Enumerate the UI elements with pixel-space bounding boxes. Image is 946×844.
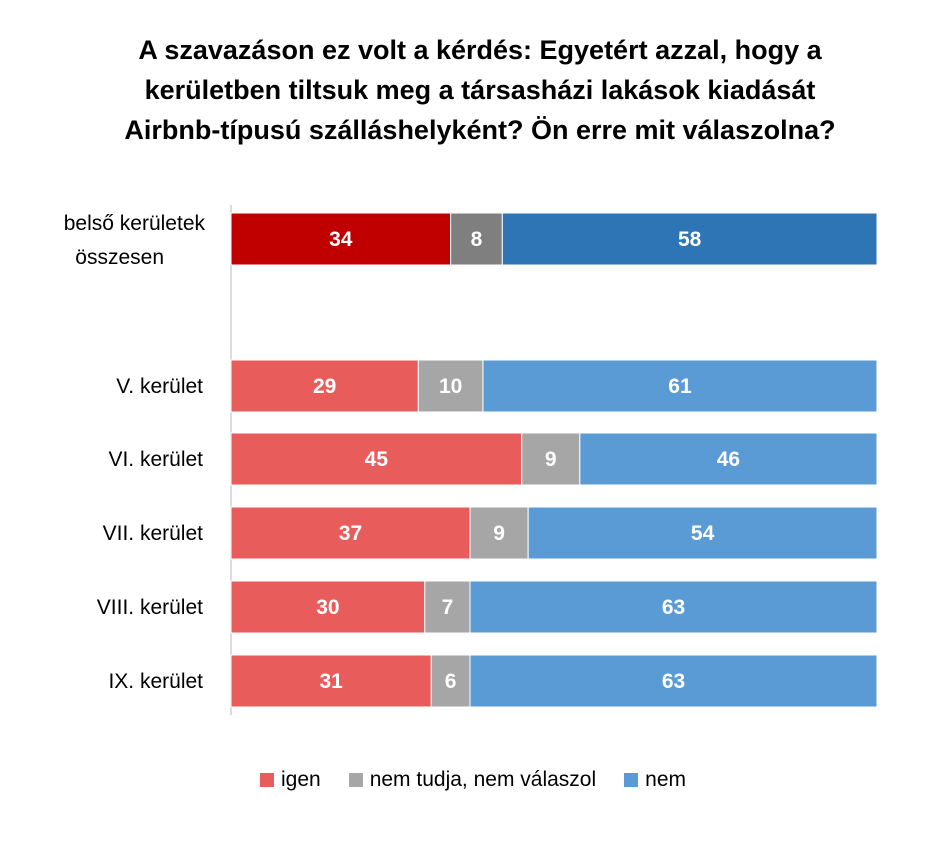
category-label-0-line-0: belső kerületek bbox=[64, 212, 206, 235]
data-label-2-0: 58 bbox=[678, 228, 702, 251]
legend-swatch-0 bbox=[259, 773, 274, 787]
legend-swatch-2 bbox=[624, 773, 639, 787]
data-label-2-2: 46 bbox=[717, 448, 740, 471]
data-label-1-4: 7 bbox=[442, 596, 454, 619]
legend: igen nem tudja, nem válaszol nem bbox=[0, 768, 946, 792]
chart-title-line-3: Airbnb-típusú szálláshelyként? Ön erre m… bbox=[124, 115, 836, 145]
bar-nem-3 bbox=[527, 506, 878, 560]
legend-item-1: nem tudja, nem válaszol bbox=[348, 768, 597, 792]
data-label-0-2: 45 bbox=[365, 448, 389, 471]
bar-nem-tudja-0 bbox=[450, 212, 503, 266]
bars-group: 34 8 58 29 10 61 45 9 46 37 9 54 30 7 63 31 6 63 bbox=[230, 212, 878, 708]
legend-label-1: nem tudja, nem válaszol bbox=[369, 768, 597, 791]
category-labels-group: belső kerületek összesen V. kerület VI. ker… bbox=[64, 212, 206, 693]
chart-title: A szavazáson ez volt a kérdés: Egyetért … bbox=[40, 30, 920, 150]
data-label-0-5: 31 bbox=[319, 670, 343, 693]
data-label-0-0: 34 bbox=[329, 228, 353, 251]
data-label-2-4: 63 bbox=[662, 596, 685, 619]
bar-nem-tudja-3 bbox=[469, 506, 529, 560]
bar-nem-0 bbox=[501, 212, 878, 266]
bar-igen-3 bbox=[230, 506, 471, 560]
bar-nem-1 bbox=[482, 359, 878, 413]
chart-title-line-1: A szavazáson ez volt a kérdés: Egyetért … bbox=[138, 35, 822, 65]
bar-igen-1 bbox=[230, 359, 419, 413]
bar-nem-tudja-5 bbox=[430, 654, 471, 708]
data-label-1-5: 6 bbox=[445, 670, 457, 693]
category-label-0: belső kerületek összesen bbox=[64, 212, 206, 269]
bar-igen-5 bbox=[230, 654, 432, 708]
legend-label-2: nem bbox=[645, 768, 686, 791]
legend-item-2: nem bbox=[624, 768, 686, 792]
data-label-0-1: 29 bbox=[313, 375, 336, 398]
category-label-2: VI. kerület bbox=[108, 448, 203, 471]
category-label-3: VII. kerület bbox=[103, 522, 204, 545]
legend-item-0: igen bbox=[259, 768, 321, 792]
data-label-2-1: 61 bbox=[668, 375, 692, 398]
bar-nem-4 bbox=[469, 580, 878, 634]
bar-nem-5 bbox=[469, 654, 878, 708]
data-label-1-3: 9 bbox=[493, 522, 505, 545]
bar-igen-2 bbox=[230, 432, 523, 486]
legend-swatch-1 bbox=[348, 773, 363, 787]
chart-title-line-2: kerületben tiltsuk meg a társasházi laká… bbox=[144, 75, 816, 105]
bar-igen-4 bbox=[230, 580, 426, 634]
data-label-1-0: 8 bbox=[471, 228, 483, 251]
category-label-5: IX. kerület bbox=[108, 670, 203, 693]
category-label-4: VIII. kerület bbox=[97, 596, 203, 619]
data-label-0-3: 37 bbox=[339, 522, 362, 545]
category-label-1: V. kerület bbox=[116, 375, 203, 398]
stacked-bar-chart: 34 8 58 29 10 61 45 9 46 37 9 54 30 7 63 31 6 63 belső ke… bbox=[64, 205, 878, 715]
bar-nem-2 bbox=[579, 432, 878, 486]
legend-label-0: igen bbox=[280, 768, 321, 791]
bar-nem-tudja-1 bbox=[417, 359, 484, 413]
bar-nem-tudja-4 bbox=[424, 580, 471, 634]
bar-nem-tudja-2 bbox=[521, 432, 581, 486]
category-label-0-line-1: összesen bbox=[75, 246, 164, 269]
data-label-2-5: 63 bbox=[662, 670, 685, 693]
data-label-1-1: 10 bbox=[439, 375, 462, 398]
data-label-2-3: 54 bbox=[691, 522, 715, 545]
data-label-0-4: 30 bbox=[316, 596, 339, 619]
data-label-1-2: 9 bbox=[545, 448, 557, 471]
